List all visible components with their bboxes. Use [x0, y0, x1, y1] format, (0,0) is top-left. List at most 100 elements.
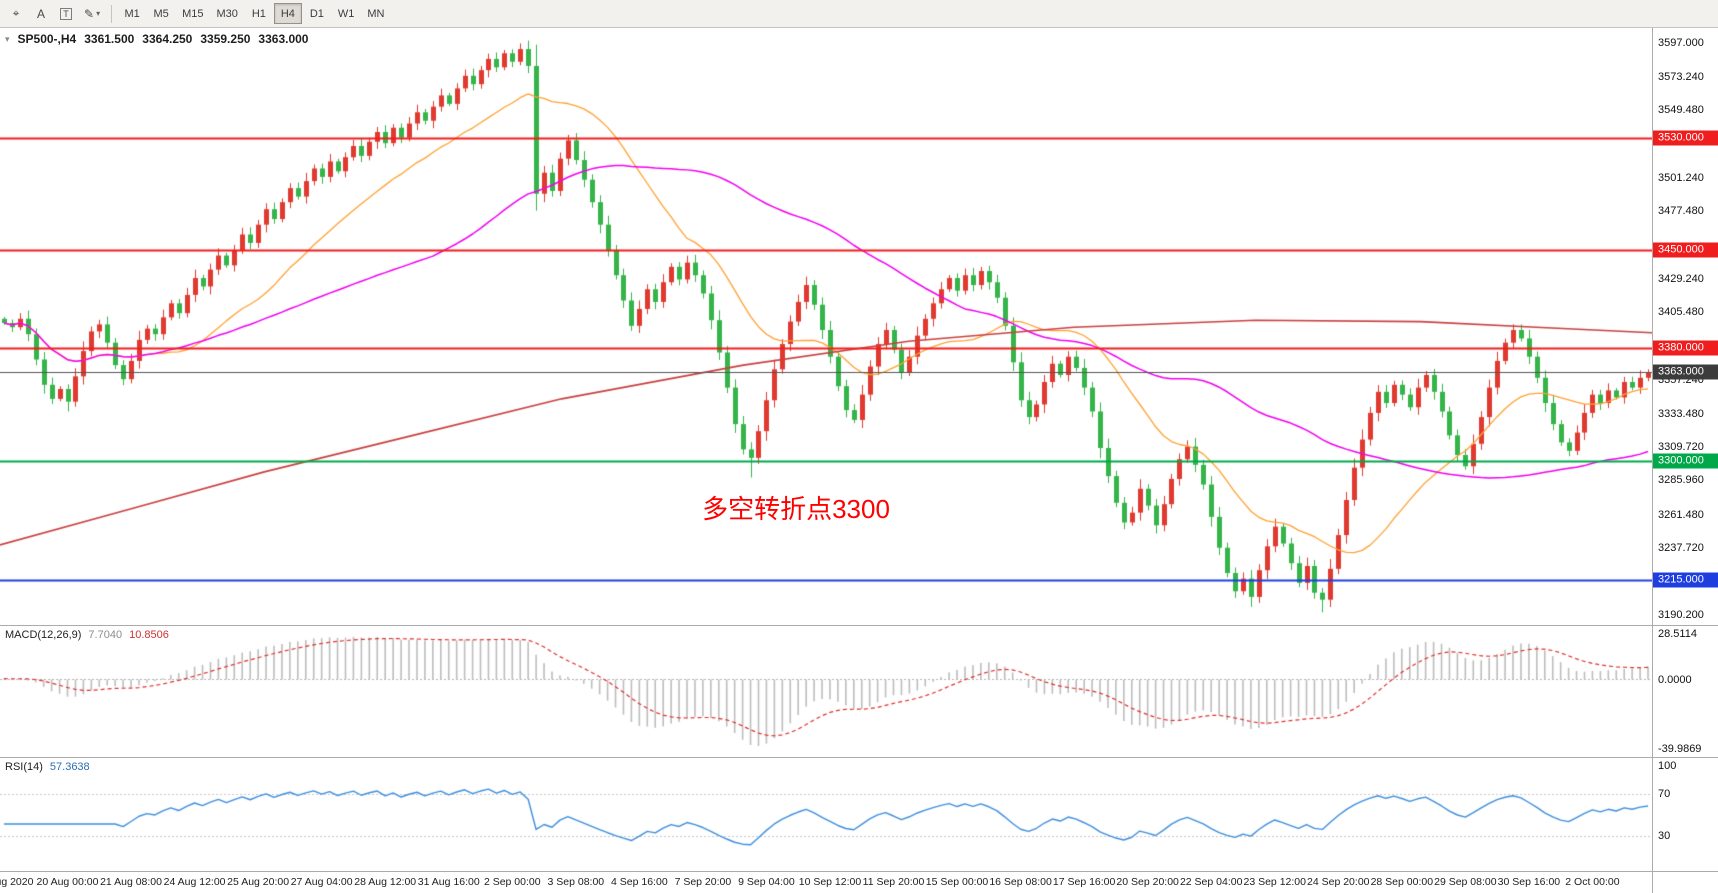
symbol-dropdown-icon[interactable]: ▾ [5, 33, 10, 44]
price-axis-tick: 3309.720 [1658, 440, 1704, 453]
support-line-price-tag: 3300.000 [1653, 453, 1718, 469]
time-axis-label: 24 Aug 12:00 [163, 876, 226, 888]
macd-signal-value: 10.8506 [129, 629, 169, 641]
low-value: 3359.250 [200, 32, 251, 46]
price-axis[interactable]: 3597.000 3573.240 3549.480 3501.240 3477.480… [1652, 28, 1718, 625]
rsi-axis-tick: 70 [1658, 787, 1671, 800]
time-axis-label: 17 Sep 16:00 [1052, 876, 1116, 888]
time-axis-label: 4 Sep 16:00 [611, 876, 668, 888]
timeframe-button-group: M1 M5 M15 M30 H1 H4 D1 W1 MN [118, 3, 390, 24]
price-axis-tick: 3501.240 [1658, 171, 1704, 184]
crosshair-tool-button[interactable]: ⌖ [4, 3, 28, 25]
timeframe-button-m15[interactable]: M15 [176, 3, 209, 24]
time-axis-label: 2 Sep 00:00 [483, 876, 541, 888]
time-axis-label: 15 Sep 00:00 [925, 876, 989, 888]
price-axis-tick: 3190.200 [1658, 608, 1704, 621]
draw-tools-dropdown-icon: ✎ [84, 6, 95, 21]
price-axis-tick: 3573.240 [1658, 70, 1704, 83]
macd-canvas[interactable] [0, 626, 1652, 757]
time-axis-label: 31 Aug 16:00 [417, 876, 480, 888]
timeframe-button-h1[interactable]: H1 [245, 3, 273, 24]
time-axis-label: 11 Sep 20:00 [862, 876, 925, 888]
rsi-canvas[interactable] [0, 758, 1652, 871]
time-axis-label: 18 Aug 2020 [0, 876, 34, 888]
rsi-name: RSI(14) [5, 761, 43, 773]
time-axis-label: 10 Sep 12:00 [798, 876, 862, 888]
time-axis-label: 29 Sep 08:00 [1434, 876, 1497, 888]
draw-tools-dropdown-button[interactable]: ✎ ▾ [79, 3, 105, 25]
rsi-value: 57.3638 [49, 761, 90, 773]
time-axis-label: 2 Oct 00:00 [1565, 876, 1620, 888]
price-chart-panel: ▾ SP500-,H4 3361.500 3364.250 3359.250 3… [0, 28, 1718, 626]
macd-chart-area[interactable]: MACD(12,26,9) 7.7040 10.8506 [0, 626, 1652, 757]
candlestick-chart-area[interactable]: ▾ SP500-,H4 3361.500 3364.250 3359.250 3… [0, 28, 1652, 625]
rsi-axis[interactable]: 100 70 30 [1652, 758, 1718, 871]
time-axis-label: 27 Aug 04:00 [290, 876, 353, 888]
price-axis-tick: 3237.720 [1658, 542, 1704, 555]
time-axis-label: 7 Sep 20:00 [674, 876, 732, 888]
rsi-label: RSI(14) 57.3638 [5, 761, 90, 773]
support-line-price-tag: 3215.000 [1653, 572, 1718, 588]
time-axis-label: 16 Sep 08:00 [989, 876, 1052, 888]
time-axis-label: 30 Sep 16:00 [1497, 876, 1561, 888]
macd-name: MACD(12,26,9) [5, 629, 82, 641]
rsi-chart-area[interactable]: RSI(14) 57.3638 [0, 758, 1652, 871]
caret-down-icon: ▾ [96, 9, 101, 18]
macd-main-value: 7.7040 [88, 629, 123, 641]
timeframe-button-mn[interactable]: MN [361, 3, 390, 24]
price-axis-tick: 3477.480 [1658, 205, 1704, 218]
macd-axis-tick: -39.9869 [1658, 743, 1702, 755]
close-value: 3363.000 [258, 32, 309, 46]
resistance-line-price-tag: 3530.000 [1653, 130, 1718, 146]
timeframe-button-m5[interactable]: M5 [147, 3, 175, 24]
rsi-indicator-panel: RSI(14) 57.3638 100 70 30 [0, 758, 1718, 872]
time-axis-label: 25 Aug 20:00 [227, 876, 290, 888]
rsi-axis-tick: 100 [1658, 760, 1677, 772]
macd-axis[interactable]: 28.5114 0.0000 -39.9869 [1652, 626, 1718, 757]
candlestick-canvas[interactable] [0, 28, 1652, 625]
text-label-tool-button[interactable]: T [54, 3, 78, 25]
price-axis-tick: 3429.240 [1658, 273, 1704, 286]
macd-indicator-panel: MACD(12,26,9) 7.7040 10.8506 28.5114 0.00… [0, 626, 1718, 758]
text-label-tool-icon: T [60, 7, 72, 20]
time-axis-label: 24 Sep 20:00 [1307, 876, 1370, 888]
resistance-line-price-tag: 3380.000 [1653, 340, 1718, 356]
resistance-line-price-tag: 3450.000 [1653, 242, 1718, 258]
chart-ohlc-header: ▾ SP500-,H4 3361.500 3364.250 3359.250 3… [5, 32, 308, 46]
macd-axis-tick: 0.0000 [1658, 673, 1692, 686]
price-axis-tick: 3333.480 [1658, 407, 1704, 420]
macd-label: MACD(12,26,9) 7.7040 10.8506 [5, 629, 169, 641]
timeframe-button-w1[interactable]: W1 [332, 3, 361, 24]
current-price-tag: 3363.000 [1653, 364, 1718, 380]
chart-annotation-text[interactable]: 多空转折点3300 [702, 493, 890, 524]
price-axis-tick: 3549.480 [1658, 104, 1704, 117]
time-axis-label: 20 Aug 00:00 [36, 876, 99, 888]
timeframe-button-h4[interactable]: H4 [273, 3, 302, 24]
time-axis-label: 21 Aug 08:00 [100, 876, 162, 888]
text-tool-icon: A [36, 6, 45, 21]
time-axis-label: 28 Sep 00:00 [1370, 876, 1434, 888]
crosshair-tool-icon: ⌖ [12, 6, 20, 20]
timeframe-button-m1[interactable]: M1 [118, 3, 146, 24]
timeframe-button-d1[interactable]: D1 [303, 3, 331, 24]
time-axis-label: 20 Sep 20:00 [1116, 876, 1179, 888]
time-axis-label: 22 Sep 04:00 [1179, 876, 1243, 888]
text-tool-button[interactable]: A [29, 3, 53, 25]
price-axis-tick: 3285.960 [1658, 474, 1704, 487]
toolbar-separator [111, 4, 113, 23]
open-value: 3361.500 [84, 32, 135, 46]
time-axis-label: 3 Sep 08:00 [547, 876, 605, 888]
rsi-axis-tick: 30 [1658, 829, 1671, 842]
high-value: 3364.250 [142, 32, 193, 46]
price-axis-tick: 3405.480 [1658, 306, 1704, 319]
macd-axis-tick: 28.5114 [1658, 628, 1697, 640]
timeframe-button-m30[interactable]: M30 [210, 3, 243, 24]
price-axis-tick: 3261.480 [1658, 508, 1704, 521]
time-axis-label: 28 Aug 12:00 [354, 876, 417, 888]
time-axis-label: 23 Sep 12:00 [1243, 876, 1306, 888]
price-axis-tick: 3597.000 [1658, 37, 1704, 50]
axis-corner [1652, 872, 1718, 893]
